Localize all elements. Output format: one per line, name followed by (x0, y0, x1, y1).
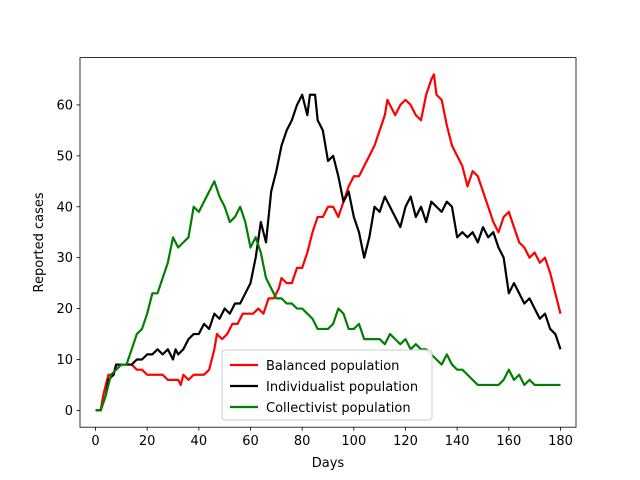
x-axis-ticks: 0 20 40 60 80 100 120 140 160 180 (91, 427, 573, 449)
y-tick-label: 50 (56, 149, 73, 164)
series-lines (95, 73, 562, 412)
legend-label: Individualist population (266, 380, 418, 395)
x-tick-label: 80 (294, 434, 311, 449)
x-tick-label: 140 (445, 434, 470, 449)
y-tick-label: 10 (56, 353, 73, 368)
x-tick-label: 60 (242, 434, 259, 449)
x-tick-label: 100 (341, 434, 366, 449)
legend-label: Balanced population (266, 359, 399, 374)
y-axis-label: Reported cases (32, 192, 47, 292)
legend-label: Collectivist population (266, 401, 411, 416)
series-line-individualist-population (95, 93, 562, 412)
x-tick-label: 160 (496, 434, 521, 449)
y-tick-label: 30 (56, 251, 73, 266)
x-tick-label: 120 (393, 434, 418, 449)
series-line-balanced-population (95, 73, 562, 412)
plot-frame (79, 57, 577, 428)
legend: Balanced population Individualist populat… (221, 349, 433, 421)
x-tick-label: 0 (91, 434, 99, 449)
x-tick-label: 180 (548, 434, 573, 449)
y-tick-label: 60 (56, 98, 73, 113)
x-axis-label: Days (312, 456, 345, 471)
y-tick-label: 20 (56, 302, 73, 317)
y-tick-label: 0 (65, 404, 73, 419)
y-tick-label: 40 (56, 200, 73, 215)
legend-box (221, 349, 433, 421)
x-tick-label: 40 (191, 434, 208, 449)
series-line-collectivist-population (95, 180, 561, 412)
x-tick-label: 20 (139, 434, 156, 449)
y-axis-ticks: 0 10 20 30 40 50 60 (56, 98, 80, 419)
